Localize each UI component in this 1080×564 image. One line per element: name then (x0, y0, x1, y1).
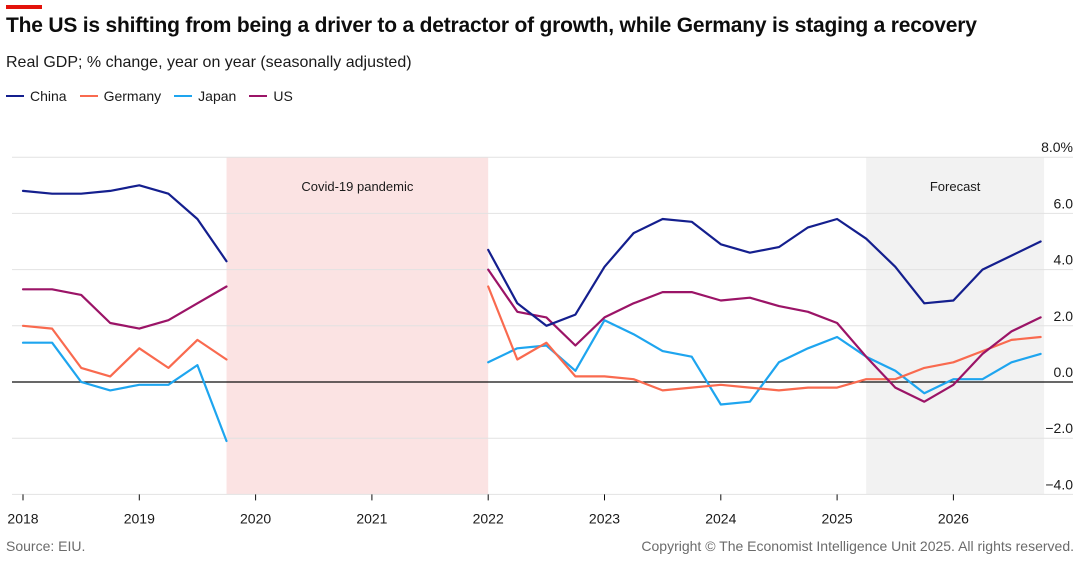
legend-item-us: US (249, 88, 293, 104)
band-labels: Covid-19 pandemic Forecast (301, 179, 980, 194)
legend-swatch-germany (79, 95, 98, 97)
legend-label-us: US (273, 88, 293, 104)
y-axis-labels: 8.0% 6.0 4.0 2.0 0.0 −2.0 −4.0 (1041, 139, 1073, 492)
source-note: Source: EIU. (6, 538, 86, 554)
series-line-china (487, 217, 1042, 327)
x-tick-label: 2018 (7, 510, 38, 526)
series-line-japan (21, 341, 228, 443)
y-tick-label: 0.0 (1054, 364, 1074, 380)
legend-item-japan: Japan (174, 88, 236, 104)
legend-item-germany: Germany (79, 88, 162, 104)
legend-label-japan: Japan (198, 88, 237, 104)
gridlines (12, 156, 1073, 495)
chart-title: The US is shifting from being a driver t… (6, 14, 977, 37)
x-tick-label: 2022 (473, 510, 504, 526)
series-line-germany (21, 324, 228, 378)
y-tick-label: 2.0 (1054, 308, 1074, 324)
x-tick-label: 2026 (938, 510, 969, 526)
series-line-china (21, 184, 228, 263)
legend-swatch-japan (174, 95, 193, 97)
legend-swatch-us (249, 95, 268, 97)
series-line-japan (487, 319, 1042, 406)
legend-swatch-china (6, 95, 24, 97)
covid-band-label: Covid-19 pandemic (301, 179, 414, 194)
series-lines (21, 184, 1042, 443)
legend-item-china: China (6, 88, 67, 104)
y-tick-label: 4.0 (1054, 252, 1074, 268)
accent-bar (6, 5, 42, 9)
x-tick-label: 2025 (822, 510, 853, 526)
copyright-note: Copyright © The Economist Intelligence U… (641, 538, 1074, 554)
chart-subtitle: Real GDP; % change, year on year (season… (6, 54, 412, 71)
legend-label-china: China (30, 88, 67, 104)
series-line-us (21, 285, 228, 330)
y-tick-label: −4.0 (1045, 476, 1073, 492)
x-tick-label: 2024 (705, 510, 736, 526)
x-axis: 2018 2019 2020 2021 2022 2023 2024 2025 2026 (7, 494, 969, 526)
y-tick-label: −2.0 (1045, 420, 1073, 436)
forecast-band-label: Forecast (930, 179, 981, 194)
y-tick-label: 8.0% (1041, 139, 1073, 155)
x-tick-label: 2019 (124, 510, 155, 526)
legend: China Germany Japan US (6, 88, 306, 104)
legend-label-germany: Germany (103, 88, 162, 104)
series-line-germany (487, 285, 1042, 392)
x-tick-label: 2020 (240, 510, 271, 526)
y-tick-label: 6.0 (1054, 195, 1074, 211)
x-tick-label: 2023 (589, 510, 620, 526)
x-tick-label: 2021 (356, 510, 387, 526)
series-line-us (487, 268, 1042, 403)
